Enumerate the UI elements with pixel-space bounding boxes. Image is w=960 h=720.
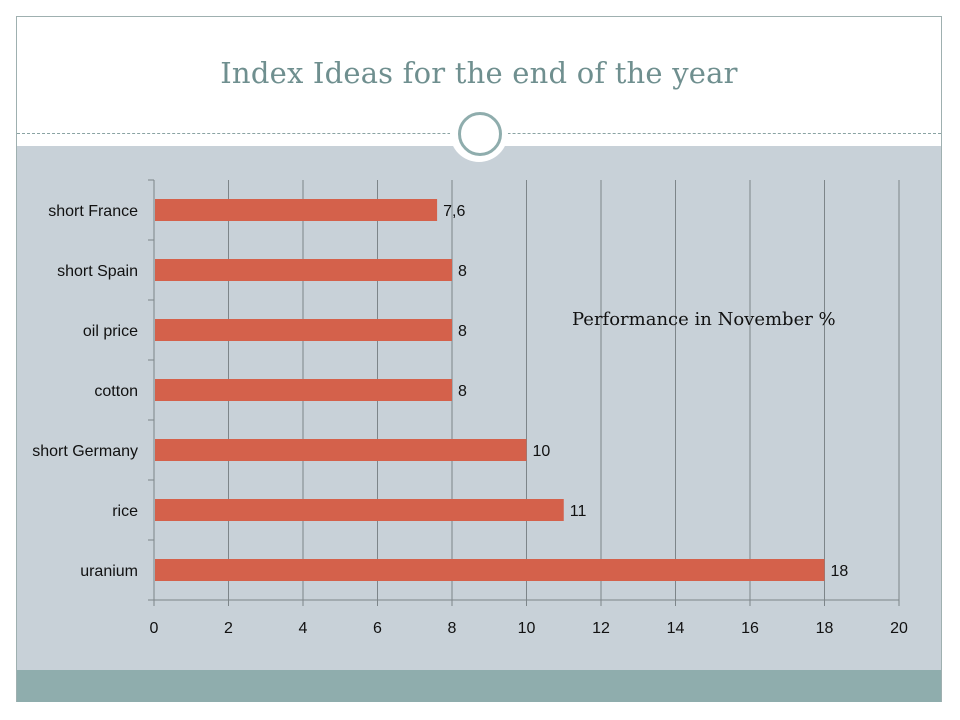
bar <box>155 199 438 221</box>
category-label: oil price <box>83 323 138 340</box>
x-tick-labels: 0 2 4 6 8 10 12 14 16 18 20 <box>150 620 908 637</box>
value-label: 18 <box>831 563 849 580</box>
bar <box>155 499 564 521</box>
value-label: 8 <box>458 323 467 340</box>
bar <box>155 259 452 281</box>
category-label: cotton <box>94 383 138 400</box>
axes <box>148 179 900 606</box>
chart-subtitle: Performance in November % <box>572 309 836 330</box>
x-tick-label: 18 <box>816 620 834 637</box>
category-label: rice <box>112 503 138 520</box>
category-label: short France <box>48 203 138 220</box>
value-labels: 7,6 8 8 8 10 11 18 <box>443 203 848 580</box>
category-label: uranium <box>80 563 138 580</box>
x-tick-label: 6 <box>373 620 382 637</box>
value-label: 10 <box>533 443 551 460</box>
content-panel <box>17 146 941 670</box>
category-label: short Spain <box>57 263 138 280</box>
x-tick-label: 8 <box>448 620 457 637</box>
value-label: 7,6 <box>443 203 465 220</box>
bars <box>155 199 825 581</box>
value-label: 8 <box>458 383 467 400</box>
bar <box>155 379 452 401</box>
category-label: short Germany <box>32 443 138 460</box>
x-tick-label: 20 <box>890 620 908 637</box>
x-tick-label: 16 <box>741 620 759 637</box>
x-tick-label: 2 <box>224 620 233 637</box>
value-label: 11 <box>570 503 587 520</box>
slide-title: Index Ideas for the end of the year <box>220 56 738 90</box>
x-tick-label: 0 <box>150 620 159 637</box>
x-tick-label: 10 <box>518 620 536 637</box>
footer-band <box>17 670 941 702</box>
x-tick-label: 14 <box>667 620 685 637</box>
bar <box>155 319 452 341</box>
x-tick-label: 4 <box>299 620 308 637</box>
category-labels: short France short Spain oil price cotton sh… <box>32 203 138 580</box>
x-tick-label: 12 <box>592 620 610 637</box>
value-label: 8 <box>458 263 467 280</box>
circle-ornament-ring <box>458 112 502 156</box>
bar <box>155 559 825 581</box>
bar <box>155 439 527 461</box>
